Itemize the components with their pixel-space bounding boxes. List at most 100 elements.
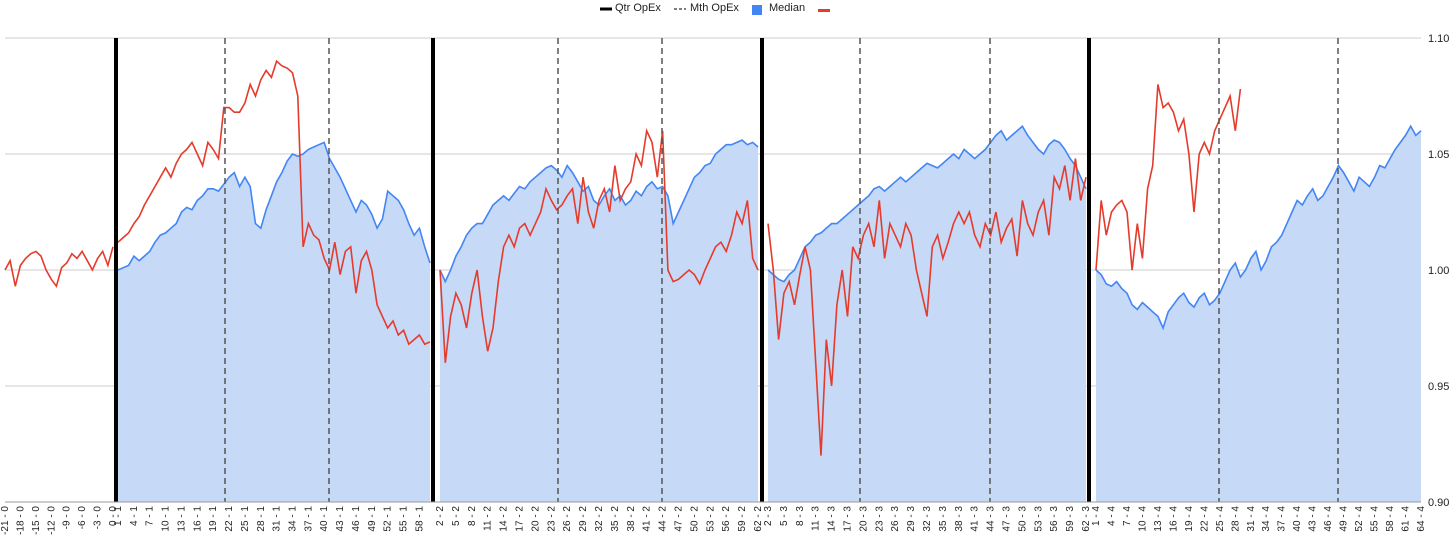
x-tick-label: 0 - 0 bbox=[108, 506, 119, 526]
legend-swatch-red bbox=[818, 9, 830, 12]
x-tick-label: 53 - 2 bbox=[705, 506, 716, 532]
median-line-segment-2 bbox=[439, 139, 759, 284]
red-line-segment-0 bbox=[4, 246, 114, 288]
red-line-segment-2 bbox=[439, 128, 759, 363]
x-tick-label: 19 - 1 bbox=[208, 506, 219, 532]
y-tick-label-1: 0.95 bbox=[1428, 381, 1449, 393]
x-tick-label: 4 - 1 bbox=[129, 506, 140, 526]
x-tick-label: 7 - 1 bbox=[145, 506, 156, 526]
x-tick-label: 4 - 4 bbox=[1107, 506, 1118, 526]
x-tick-label: 5 - 2 bbox=[451, 506, 462, 526]
x-tick-label: 49 - 4 bbox=[1339, 506, 1350, 532]
y-tick-label-4: 1.10 bbox=[1428, 33, 1449, 45]
x-tick-label: 47 - 2 bbox=[674, 506, 685, 532]
x-tick-label: 7 - 4 bbox=[1122, 506, 1133, 526]
x-tick-label: 40 - 4 bbox=[1292, 506, 1303, 532]
median-line-segment-3 bbox=[767, 124, 1087, 283]
x-tick-label: 16 - 4 bbox=[1168, 506, 1179, 532]
x-tick-label: 40 - 1 bbox=[319, 506, 330, 532]
x-tick-label: 14 - 3 bbox=[827, 506, 838, 532]
median-line-segment-4 bbox=[1095, 124, 1422, 331]
x-tick-label: 1 - 1 bbox=[113, 506, 124, 526]
x-tick-label: -15 - 0 bbox=[31, 506, 42, 535]
x-tick-label: 8 - 3 bbox=[795, 506, 806, 526]
x-tick-label: 29 - 3 bbox=[906, 506, 917, 532]
x-tick-label: 16 - 1 bbox=[192, 506, 203, 532]
legend-swatch-median bbox=[752, 5, 762, 15]
x-tick-label: 8 - 2 bbox=[467, 506, 478, 526]
x-tick-label: 29 - 2 bbox=[578, 506, 589, 532]
x-tick-label: 64 - 4 bbox=[1416, 506, 1427, 532]
x-tick-label: 11 - 2 bbox=[483, 506, 494, 531]
x-tick-label: 50 - 3 bbox=[1017, 506, 1028, 532]
x-tick-label: 38 - 3 bbox=[954, 506, 965, 532]
legend-item-median: Median bbox=[769, 2, 806, 14]
x-tick-label: 26 - 2 bbox=[562, 506, 573, 532]
x-tick-label: 38 - 2 bbox=[626, 506, 637, 532]
x-tick-label: 35 - 2 bbox=[610, 506, 621, 532]
x-tick-label: 49 - 1 bbox=[367, 506, 378, 532]
x-tick-label: 13 - 1 bbox=[177, 506, 188, 532]
x-tick-label: 46 - 1 bbox=[351, 506, 362, 532]
x-tick-label: 43 - 4 bbox=[1308, 506, 1319, 532]
y-tick-label-2: 1.00 bbox=[1428, 265, 1449, 277]
x-tick-label: 20 - 2 bbox=[530, 506, 541, 532]
x-tick-label: 22 - 4 bbox=[1199, 506, 1210, 532]
x-tick-label: -9 - 0 bbox=[62, 506, 73, 530]
x-tick-label: 2 - 2 bbox=[435, 506, 446, 526]
x-tick-label: 55 - 1 bbox=[399, 506, 410, 532]
x-tick-label: 25 - 1 bbox=[240, 506, 251, 532]
legend-item-qtr-opex: Qtr OpEx bbox=[615, 2, 661, 14]
x-tick-label: 44 - 2 bbox=[658, 506, 669, 532]
x-tick-label: 46 - 4 bbox=[1323, 506, 1334, 532]
x-tick-label: 32 - 3 bbox=[922, 506, 933, 532]
x-tick-label: 23 - 2 bbox=[546, 506, 557, 532]
x-tick-label: -21 - 0 bbox=[0, 506, 11, 535]
x-tick-label: 52 - 4 bbox=[1354, 506, 1365, 532]
x-tick-label: 62 - 2 bbox=[753, 506, 764, 532]
median-area-segment-4 bbox=[1096, 126, 1421, 502]
y-tick-label-0: 0.90 bbox=[1428, 497, 1449, 509]
x-tick-label: 17 - 3 bbox=[843, 506, 854, 532]
x-tick-label: 5 - 3 bbox=[779, 506, 790, 526]
x-tick-label: 44 - 3 bbox=[986, 506, 997, 532]
x-tick-label: 43 - 1 bbox=[335, 506, 346, 532]
x-tick-label: 28 - 1 bbox=[256, 506, 267, 532]
x-tick-label: 53 - 3 bbox=[1033, 506, 1044, 532]
x-tick-label: 41 - 3 bbox=[970, 506, 981, 532]
x-tick-label: 32 - 2 bbox=[594, 506, 605, 532]
x-tick-label: 56 - 2 bbox=[721, 506, 732, 532]
x-tick-label: 55 - 4 bbox=[1370, 506, 1381, 532]
x-tick-label: 47 - 3 bbox=[1002, 506, 1013, 532]
median-area-segment-1 bbox=[118, 142, 430, 502]
x-tick-label: 10 - 1 bbox=[161, 506, 172, 532]
x-tick-label: 25 - 4 bbox=[1215, 506, 1226, 532]
x-tick-label: 2 - 3 bbox=[763, 506, 774, 526]
x-tick-label: 56 - 3 bbox=[1049, 506, 1060, 532]
x-tick-label: 61 - 4 bbox=[1401, 506, 1412, 532]
x-tick-label: -3 - 0 bbox=[93, 506, 104, 530]
median-area-segment-2 bbox=[440, 140, 758, 502]
red-line-segment-3 bbox=[767, 158, 1087, 456]
x-tick-label: 34 - 1 bbox=[288, 506, 299, 532]
x-tick-label: 41 - 2 bbox=[642, 506, 653, 532]
x-tick-label: 59 - 2 bbox=[737, 506, 748, 532]
x-tick-label: 17 - 2 bbox=[515, 506, 526, 532]
x-tick-label: -6 - 0 bbox=[77, 506, 88, 530]
x-tick-label: 28 - 4 bbox=[1230, 506, 1241, 532]
legend-item-mth-opex: Mth OpEx bbox=[690, 2, 739, 14]
x-tick-label: 31 - 4 bbox=[1246, 506, 1257, 532]
x-tick-label: 10 - 4 bbox=[1137, 506, 1148, 532]
x-tick-label: 37 - 1 bbox=[303, 506, 314, 532]
x-tick-label: 35 - 3 bbox=[938, 506, 949, 532]
x-tick-label: 14 - 2 bbox=[499, 506, 510, 532]
y-tick-label-3: 1.05 bbox=[1428, 149, 1449, 161]
x-tick-label: 58 - 4 bbox=[1385, 506, 1396, 532]
median-line-segment-1 bbox=[117, 141, 431, 271]
x-tick-label: 23 - 3 bbox=[874, 506, 885, 532]
x-tick-label: 22 - 1 bbox=[224, 506, 235, 532]
x-tick-label: 62 - 3 bbox=[1081, 506, 1092, 532]
x-tick-label: -18 - 0 bbox=[15, 506, 26, 535]
x-tick-label: 26 - 3 bbox=[890, 506, 901, 532]
